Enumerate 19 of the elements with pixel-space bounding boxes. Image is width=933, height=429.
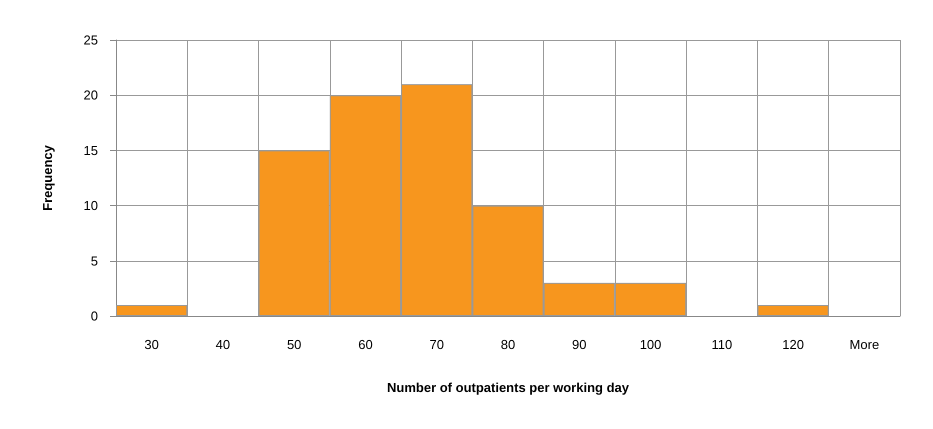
x-tick-label: 40	[216, 337, 230, 352]
x-tick-label: 120	[782, 337, 804, 352]
x-tick-label: 100	[640, 337, 662, 352]
y-axis-title: Frequency	[40, 144, 55, 211]
y-tick-label: 15	[84, 142, 98, 158]
x-tick-label: 60	[358, 337, 373, 352]
x-tick-label: 80	[500, 337, 516, 352]
x-tick-label: 90	[572, 337, 587, 352]
y-tick-label: 20	[84, 88, 98, 103]
x-tick-label: 70	[429, 337, 444, 352]
x-tick-label: 50	[286, 337, 302, 352]
x-tick-label: More	[850, 337, 880, 352]
x-tick-label: 110	[711, 337, 732, 352]
x-axis-title: Number of outpatients per working day	[387, 380, 630, 395]
y-tick-label: 5	[90, 253, 98, 268]
y-tick-label: 25	[84, 32, 98, 48]
y-tick-label: 10	[84, 198, 98, 214]
y-tick-label: 0	[90, 308, 98, 324]
x-tick-label: 30	[144, 337, 159, 352]
